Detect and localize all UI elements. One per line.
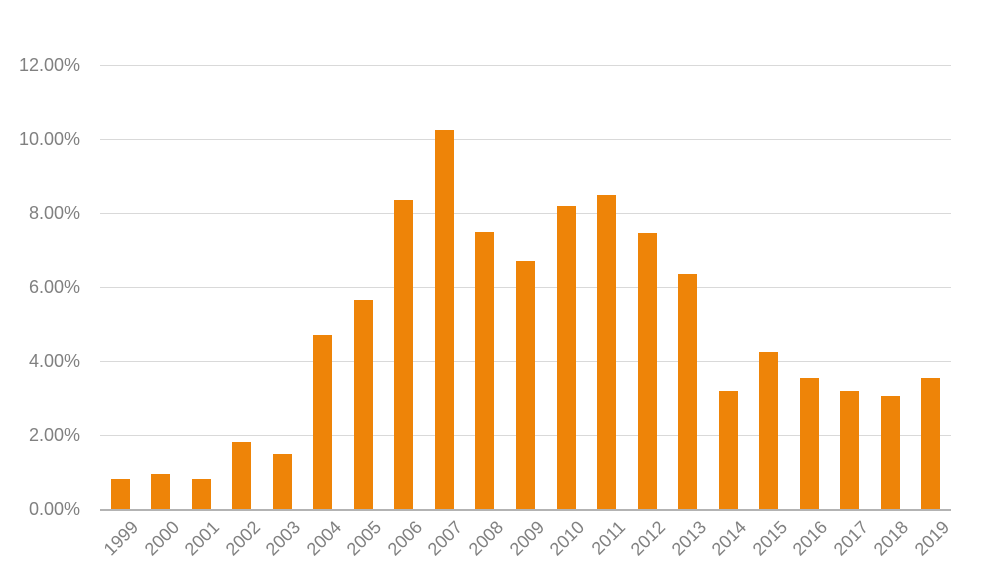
y-axis-tick-label: 4.00% bbox=[28, 351, 80, 371]
bar-2012 bbox=[637, 233, 657, 509]
x-axis-tick-label: 2016 bbox=[788, 517, 832, 560]
y-axis-tick-label: 2.00% bbox=[28, 425, 80, 445]
bar-2011 bbox=[597, 194, 617, 509]
x-axis-tick-label: 2015 bbox=[748, 517, 791, 560]
x-axis-tick-label: 2017 bbox=[829, 517, 872, 560]
x-axis-tick-label: 2019 bbox=[910, 517, 953, 560]
x-axis-tick-label: 2000 bbox=[140, 517, 183, 560]
x-axis-tick-label: 2002 bbox=[221, 517, 264, 560]
bar-2004 bbox=[313, 335, 333, 509]
bar-2013 bbox=[678, 274, 698, 509]
x-axis-tick-label: 2009 bbox=[505, 517, 548, 560]
bar-2019 bbox=[921, 377, 941, 509]
bar-2018 bbox=[880, 396, 900, 509]
x-axis-tick-label: 2007 bbox=[424, 517, 467, 560]
x-axis-line bbox=[100, 509, 951, 511]
x-axis-tick-label: 2003 bbox=[262, 517, 305, 560]
y-axis-tick-label: 0.00% bbox=[28, 499, 80, 519]
bar-2008 bbox=[475, 231, 495, 509]
x-axis-tick-label: 2008 bbox=[464, 517, 508, 560]
gridline-8pct bbox=[100, 212, 951, 214]
bar-2009 bbox=[516, 261, 535, 509]
y-axis-tick-label: 12.00% bbox=[18, 55, 80, 75]
x-axis-tick-label: 2014 bbox=[707, 517, 751, 560]
bar-2001 bbox=[191, 479, 211, 509]
x-axis-tick-label: 2006 bbox=[383, 517, 427, 560]
bar-2014 bbox=[718, 390, 738, 509]
gridline-10pct bbox=[100, 138, 951, 140]
x-axis-tick-label: 2018 bbox=[869, 517, 913, 560]
y-axis-tick-label: 8.00% bbox=[28, 203, 80, 223]
bar-2017 bbox=[840, 390, 860, 509]
bar-2000 bbox=[151, 473, 171, 509]
bar-2006 bbox=[394, 200, 414, 509]
bar-2005 bbox=[353, 299, 373, 509]
bar-2015 bbox=[759, 351, 779, 509]
bar-1999 bbox=[110, 479, 130, 509]
bar-2002 bbox=[232, 442, 252, 509]
bar-2007 bbox=[434, 129, 454, 509]
y-axis-tick-label: 6.00% bbox=[28, 277, 80, 297]
plot-area bbox=[100, 64, 951, 511]
x-axis-tick-label: 2011 bbox=[587, 517, 629, 559]
bar-2016 bbox=[799, 377, 819, 509]
x-axis-tick-label: 2005 bbox=[343, 517, 386, 560]
x-axis-tick-label: 2004 bbox=[302, 517, 346, 560]
x-axis-tick-label: 1999 bbox=[99, 517, 143, 560]
bar-2003 bbox=[272, 453, 292, 509]
y-axis-tick-label: 10.00% bbox=[18, 129, 80, 149]
x-axis-tick-label: 2012 bbox=[626, 517, 670, 560]
x-axis-tick-label: 2001 bbox=[180, 517, 224, 560]
x-axis-tick-label: 2013 bbox=[667, 517, 710, 560]
gridline-12pct bbox=[100, 64, 951, 66]
x-axis-tick-label: 2010 bbox=[545, 517, 589, 560]
bar-2010 bbox=[556, 205, 576, 509]
